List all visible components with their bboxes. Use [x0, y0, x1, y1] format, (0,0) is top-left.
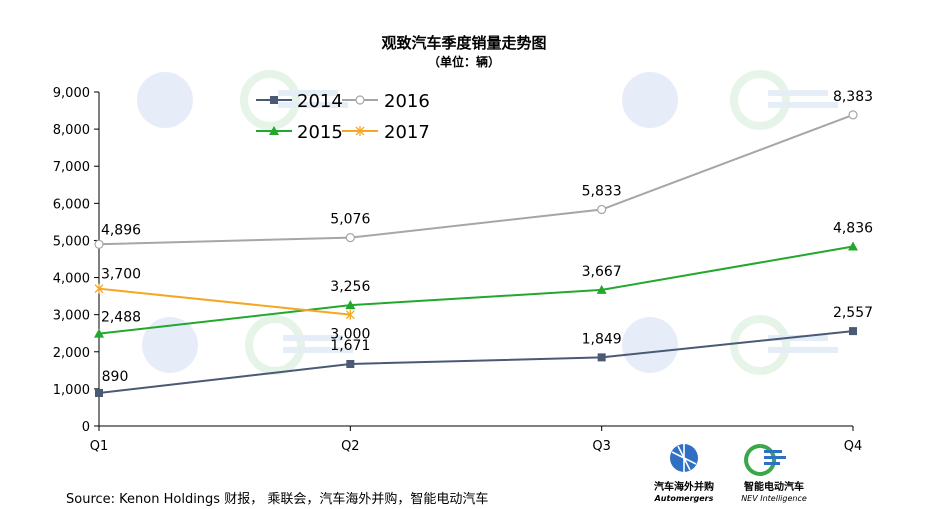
- data-label-2016-Q4: 8,383: [833, 89, 873, 105]
- y-tick-label: 7,000: [53, 160, 90, 175]
- watermark-logo: [622, 317, 678, 373]
- series-line-2014: [98, 330, 854, 394]
- legend-label-2014: 2014: [297, 91, 343, 112]
- automergers-logo-en: Automergers: [654, 494, 714, 503]
- data-label-2016-Q3: 5,833: [582, 184, 622, 200]
- data-label-2014-Q2: 1,671: [330, 338, 370, 354]
- data-label-2015-Q4: 4,836: [833, 221, 873, 237]
- watermark-logo: [137, 72, 193, 128]
- legend-item-2016: 2016: [342, 91, 430, 112]
- point-2016-Q3: [597, 204, 607, 215]
- data-label-2015-Q2: 3,256: [330, 279, 370, 295]
- y-tick-label: 1,000: [53, 383, 90, 398]
- legend-marker-2016: [355, 95, 365, 105]
- data-label-2016-Q1: 4,896: [101, 222, 141, 238]
- watermark-logo: [730, 315, 838, 375]
- point-2014-Q4: [849, 327, 857, 336]
- y-tick-label: 0: [82, 420, 90, 435]
- x-tick-label: Q2: [341, 439, 360, 454]
- point-2014-Q1: [95, 388, 103, 397]
- legend: 2014 2016 2015 2017: [256, 91, 430, 143]
- legend-label-2017: 2017: [384, 122, 430, 143]
- watermark-logo: [142, 317, 198, 373]
- series-line-2016: [98, 113, 854, 246]
- y-tick-label: 5,000: [53, 234, 90, 249]
- y-tick-label: 8,000: [53, 123, 90, 138]
- y-tick-label: 3,000: [53, 309, 90, 324]
- data-label-2014-Q1: 890: [102, 369, 129, 385]
- watermark-logo: [622, 72, 678, 128]
- chart-subtitle: （单位：辆）: [428, 54, 500, 69]
- y-tick-label: 4,000: [53, 272, 90, 287]
- point-2015-Q4: [848, 241, 858, 251]
- nev-logo-en: NEV Intelligence: [741, 494, 807, 503]
- point-2015-Q2: [345, 300, 356, 310]
- point-2016-Q2: [345, 233, 355, 243]
- watermark-layer: [137, 70, 838, 375]
- legend-marker-2017: [355, 126, 365, 136]
- point-2016-Q4: [848, 110, 858, 120]
- x-tick-label: Q4: [844, 439, 863, 454]
- data-label-2014-Q3: 1,849: [582, 331, 622, 347]
- x-tick-label: Q3: [592, 439, 611, 454]
- point-2017-Q2: [345, 309, 355, 320]
- series-line-2015: [98, 245, 854, 335]
- point-2016-Q1: [94, 239, 104, 249]
- legend-item-2014: 2014: [256, 91, 343, 112]
- point-2014-Q2: [346, 359, 355, 368]
- point-2015-Q1: [94, 328, 104, 338]
- y-tick-label: 6,000: [53, 197, 90, 212]
- y-tick-label: 9,000: [53, 86, 90, 101]
- data-label-2015-Q1: 2,488: [101, 310, 141, 326]
- point-2015-Q3: [596, 284, 607, 294]
- nev-logo-cn: 智能电动汽车: [744, 480, 804, 493]
- legend-item-2015: 2015: [256, 122, 343, 143]
- source-note: Source: Kenon Holdings 财报， 乘联会，汽车海外并购，智能…: [66, 492, 489, 507]
- legend-label-2015: 2015: [297, 122, 343, 143]
- data-label-2016-Q2: 5,076: [330, 212, 370, 228]
- y-axis-ticks: 0 1,000 2,000 3,000 4,000 5,000 6,000 7,000 8,00…: [53, 86, 99, 435]
- legend-item-2017: 2017: [342, 122, 430, 143]
- legend-label-2016: 2016: [384, 91, 430, 112]
- automergers-logo: 汽车海外并购 Automergers: [654, 444, 714, 503]
- data-label-2017-Q2: 3,000: [330, 327, 370, 343]
- data-labels-layer: 890 1,671 1,849 2,557 4,896 5,076 5,833 8,383 2,…: [101, 89, 873, 385]
- automergers-logo-cn: 汽车海外并购: [654, 480, 714, 493]
- watermark-logo: [245, 315, 353, 375]
- watermark-logo: [730, 70, 838, 130]
- point-2017-Q1: [94, 283, 104, 294]
- data-label-2014-Q4: 2,557: [833, 305, 873, 321]
- nev-logo: 智能电动汽车 NEV Intelligence: [741, 444, 807, 503]
- y-tick-label: 2,000: [53, 346, 90, 361]
- series-line-2017: [98, 287, 351, 316]
- chart-title: 观致汽车季度销量走势图: [381, 34, 546, 52]
- data-label-2017-Q1: 3,700: [101, 267, 141, 283]
- x-axis-ticks: Q1 Q2 Q3 Q4: [90, 426, 863, 454]
- legend-marker-2014: [270, 96, 278, 104]
- data-label-2015-Q3: 3,667: [582, 264, 622, 280]
- legend-marker-2015: [269, 126, 279, 135]
- point-2014-Q3: [597, 353, 606, 362]
- watermark-logo: [240, 70, 348, 130]
- series-layer: [94, 110, 858, 397]
- x-tick-label: Q1: [90, 439, 109, 454]
